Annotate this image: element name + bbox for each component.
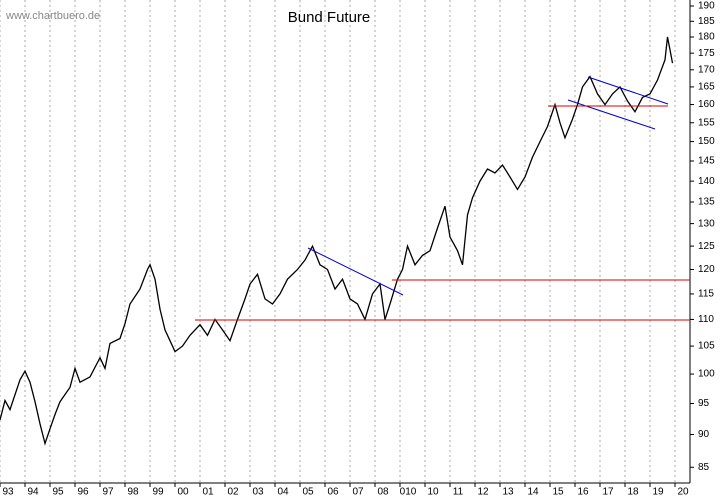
channel-line (567, 99, 656, 130)
y-tick-label: 160 (698, 99, 715, 110)
y-tick-label: 85 (698, 462, 710, 473)
y-tick-label: 140 (698, 176, 715, 187)
x-tick-label: 010 (400, 487, 417, 498)
x-tick-label: 99 (152, 487, 164, 498)
y-tick-label: 180 (698, 32, 715, 43)
y-tick-label: 130 (698, 218, 715, 229)
annotations (195, 76, 690, 321)
trend-line (307, 247, 404, 296)
y-tick-label: 190 (698, 1, 715, 12)
watermark: www.chartbuero.de (5, 10, 100, 22)
y-tick-label: 145 (698, 156, 715, 167)
y-tick-label: 90 (698, 429, 710, 440)
y-tick-label: 95 (698, 398, 710, 409)
plot (0, 36, 674, 446)
chart-title: Bund Future (288, 9, 371, 26)
x-tick-label: 02 (227, 487, 239, 498)
channel-line (587, 76, 669, 105)
y-tick-label: 175 (698, 48, 715, 59)
x-tick-label: 13 (502, 487, 514, 498)
y-tick-label: 120 (698, 264, 715, 275)
x-tick-label: 14 (527, 487, 539, 498)
x-tick-label: 03 (252, 487, 264, 498)
x-tick-label: 97 (102, 487, 114, 498)
x-tick-label: 94 (27, 487, 39, 498)
x-tick-label: 04 (277, 487, 289, 498)
x-tick-label: 15 (552, 487, 564, 498)
x-tick-label: 19 (652, 487, 664, 498)
x-tick-label: 96 (77, 487, 89, 498)
x-tick-label: 98 (127, 487, 139, 498)
y-tick-label: 155 (698, 117, 715, 128)
x-tick-label: 07 (352, 487, 364, 498)
x-tick-label: 01 (202, 487, 214, 498)
y-tick-label: 165 (698, 82, 715, 93)
y-tick-label: 100 (698, 369, 715, 380)
x-tick-label: 16 (577, 487, 589, 498)
x-tick-label: 00 (177, 487, 189, 498)
price-line (0, 36, 674, 446)
y-tick-label: 135 (698, 197, 715, 208)
x-tick-label: 08 (377, 487, 389, 498)
y-tick-label: 105 (698, 341, 715, 352)
y-tick-label: 110 (698, 314, 714, 325)
x-tick-label: 93 (2, 487, 14, 498)
x-tick-label: 12 (477, 487, 489, 498)
x-tick-label: 17 (602, 487, 614, 498)
x-tick-label: 06 (327, 487, 339, 498)
grid (0, 0, 676, 483)
x-tick-label: 11 (453, 487, 464, 498)
y-tick-label: 170 (698, 64, 715, 75)
x-tick-label: 05 (302, 487, 314, 498)
x-tick-label: 18 (627, 487, 639, 498)
x-tick-label: 95 (52, 487, 64, 498)
y-tick-label: 115 (698, 289, 714, 300)
x-tick-label: 20 (677, 487, 689, 498)
y-tick-label: 150 (698, 136, 715, 147)
y-tick-label: 185 (698, 16, 715, 27)
y-tick-label: 125 (698, 241, 715, 252)
x-tick-label: 10 (427, 487, 439, 498)
